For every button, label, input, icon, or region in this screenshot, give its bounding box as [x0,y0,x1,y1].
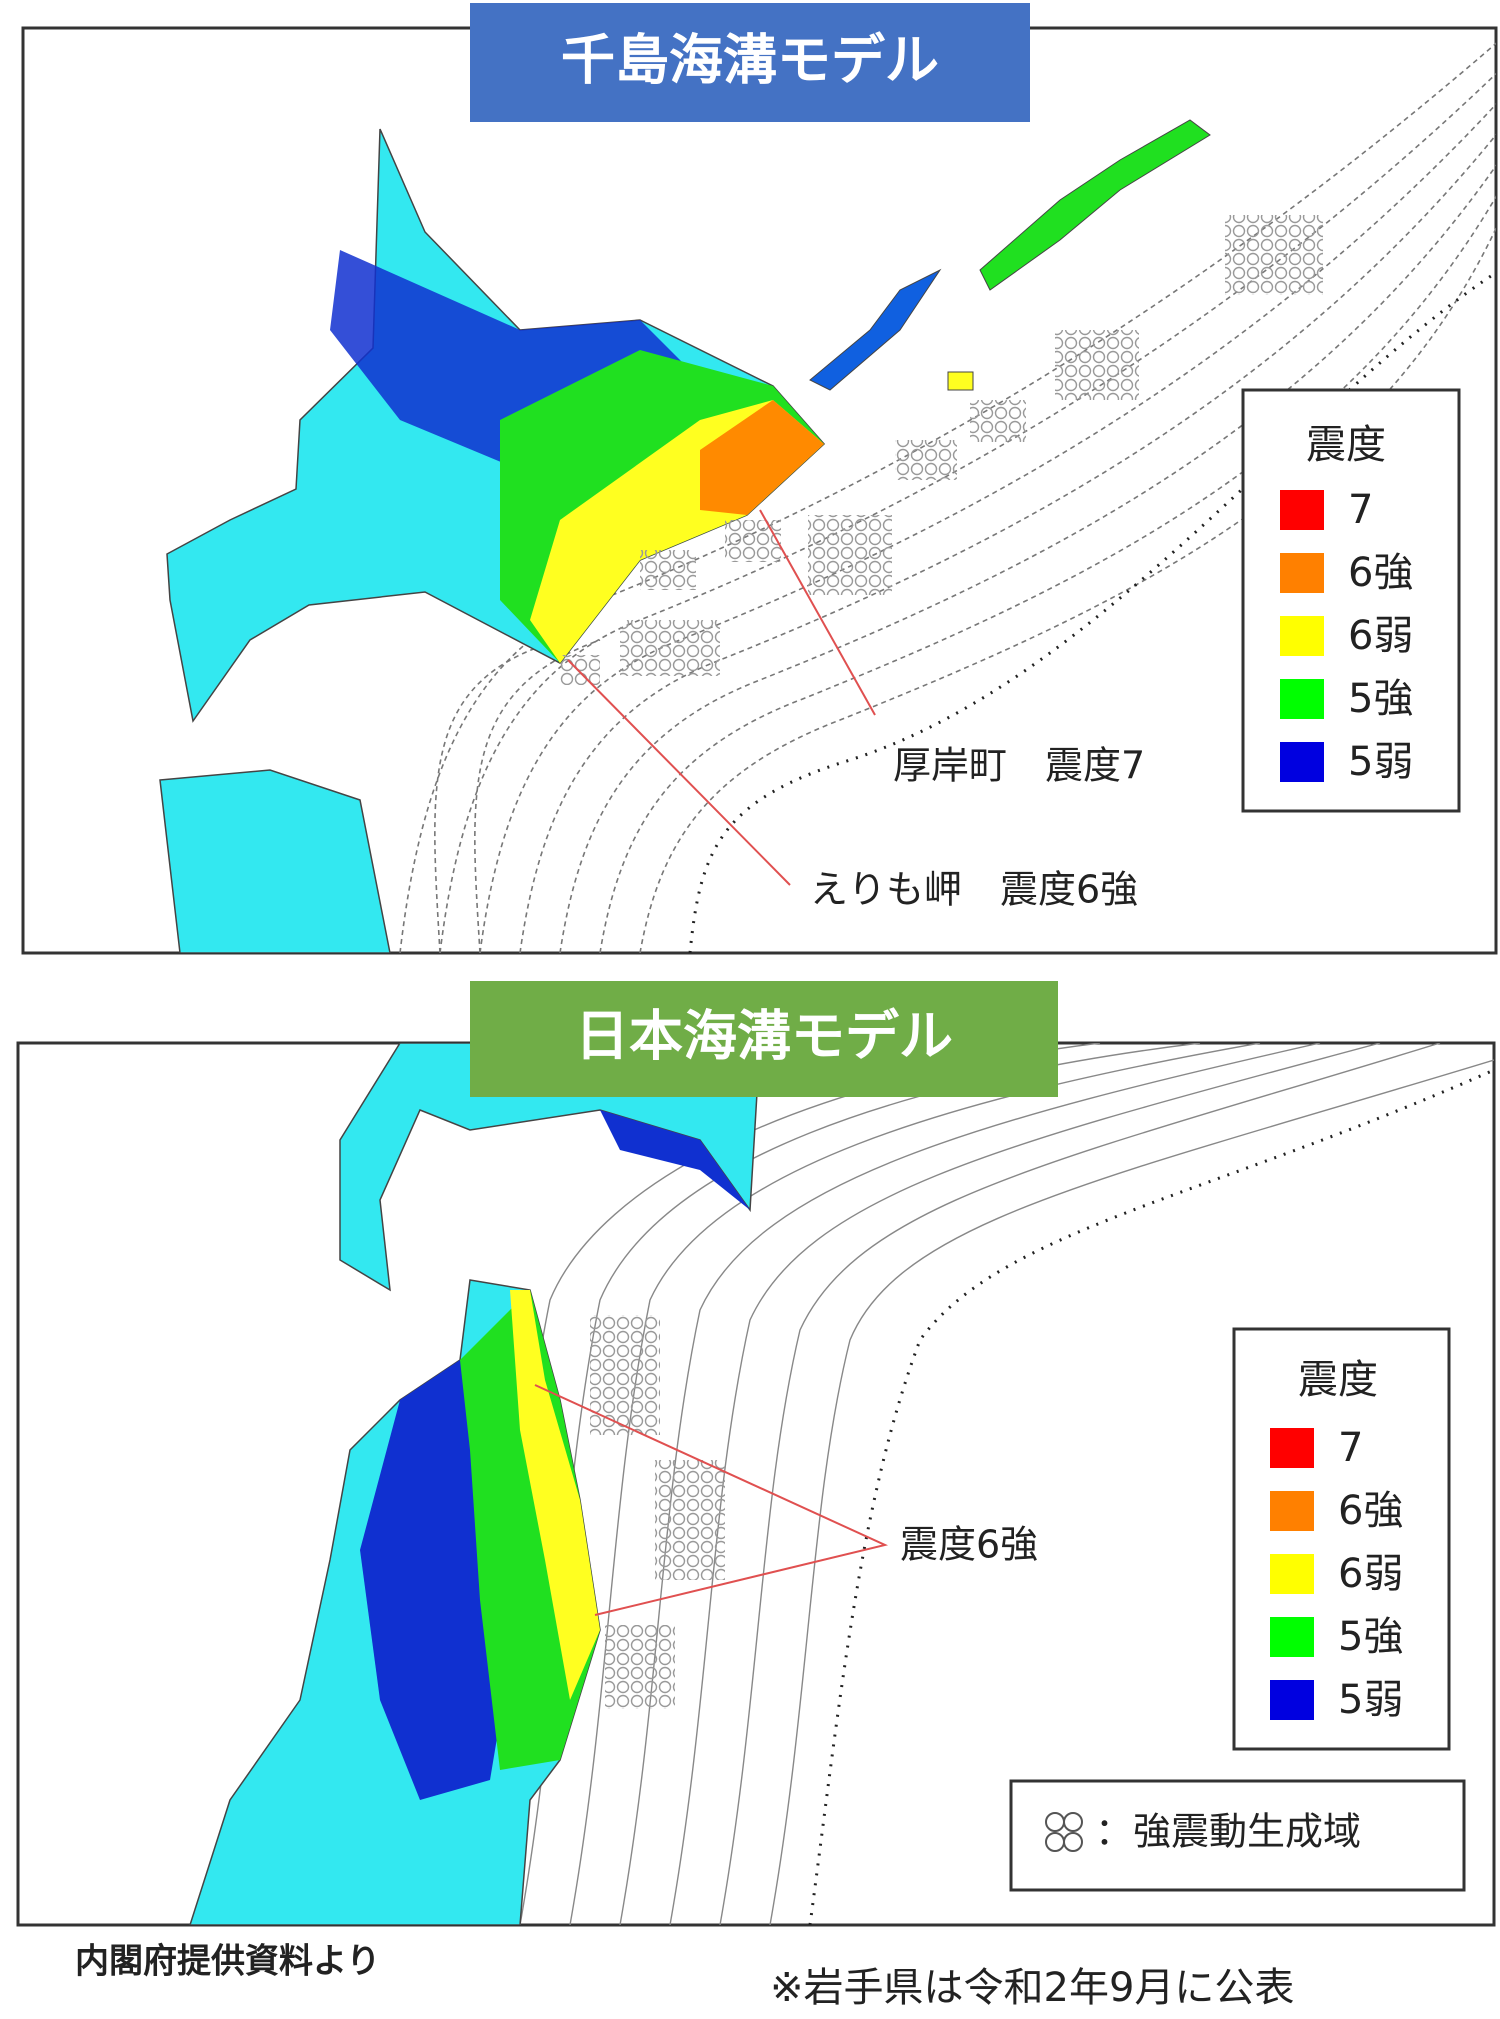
title-box [470,981,1058,1097]
tohoku-north [159,769,391,953]
annotation: 厚岸町 震度7 [893,744,1145,788]
legend-title: 震度 [1306,422,1386,468]
intensity-6-weak [510,1290,600,1700]
source-note: 内閣府提供資料より [75,1942,380,1982]
legend-label: 5強 [1348,676,1413,722]
legend-swatch [1270,1554,1314,1594]
leader-line [534,1384,889,1616]
panel-title: 千島海溝モデル [561,29,939,92]
legend-swatch [1270,1680,1314,1720]
legend-label: 5弱 [1338,1677,1403,1723]
title-box [470,3,1030,122]
panel-2: 日本海溝モデル 震度6強 震度 7 6強 6弱 5強 5弱 ：強震動生成域 [16,981,1496,1927]
legend-swatch [1280,742,1324,782]
leader-line [567,659,791,886]
key-symbol [1045,1812,1083,1852]
island [979,119,1211,291]
legend: 震度 7 6強 6弱 5強 5弱 [1241,388,1461,813]
legend-label: 6弱 [1348,613,1413,659]
legend-swatch [1280,490,1324,530]
key-label: ：強震動生成域 [1095,1810,1361,1854]
annotation: 震度6強 [900,1523,1038,1567]
key-box [1009,1779,1466,1892]
legend-swatch [1280,553,1324,593]
legend: 震度 7 6強 6弱 5強 5弱 [1232,1327,1451,1751]
legend-swatch [1280,679,1324,719]
legend-label: 6強 [1338,1488,1403,1534]
island [809,268,942,391]
intensity-5-weak [600,1110,750,1210]
rupture-zones [560,215,1323,685]
legend-swatch [1270,1491,1314,1531]
island [947,371,974,391]
legend-swatch [1270,1617,1314,1657]
legend-label: 7 [1348,487,1373,533]
legend-swatch [1270,1428,1314,1468]
footnote: ※岩手県は令和2年9月に公表 [770,1965,1294,2011]
map [189,1043,1494,1925]
legend-box [1241,388,1461,813]
panel-1: 千島海溝モデル 厚岸町 震度7 えりも岬 震度6強 震度 7 6強 6弱 5強 5弱 [21,3,1498,955]
annotation: えりも岬 震度6強 [810,868,1138,912]
map [159,42,1496,953]
legend-label: 6強 [1348,550,1413,596]
legend-box [1232,1327,1451,1751]
hokkaido-south [339,1043,761,1292]
legend-swatch [1280,616,1324,656]
intensity-6-strong [700,400,824,515]
legend-label: 7 [1338,1425,1363,1471]
legend-label: 6弱 [1338,1551,1403,1597]
legend-title: 震度 [1298,1357,1378,1403]
legend-label: 5弱 [1348,739,1413,785]
panel-title: 日本海溝モデル [575,1005,953,1068]
leader-line [759,509,876,716]
rupture-zones [590,1315,725,1709]
legend-label: 5強 [1338,1614,1403,1660]
